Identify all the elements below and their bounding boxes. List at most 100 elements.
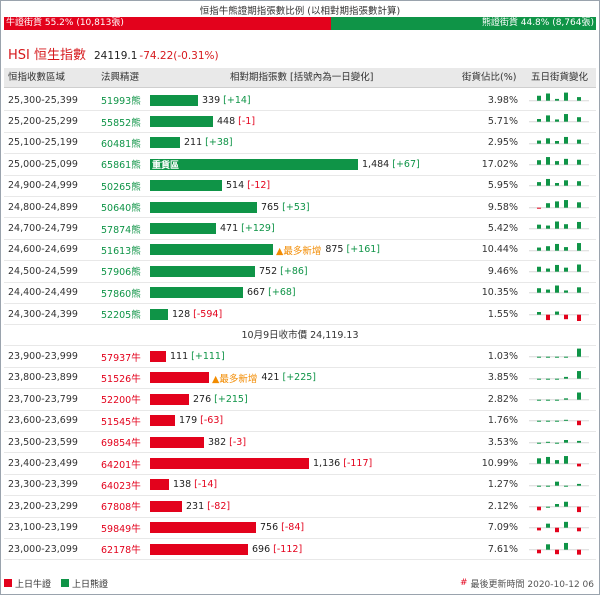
warrant-code-link[interactable]: 64201牛 bbox=[101, 459, 141, 471]
count-text: 1,484 [+67] bbox=[362, 159, 420, 170]
count-value: 752 bbox=[259, 265, 278, 277]
count-change: [+67] bbox=[392, 158, 420, 170]
count-value: 276 bbox=[193, 393, 212, 405]
sparkline-bar bbox=[564, 501, 568, 507]
range-cell: 23,900-23,999 bbox=[8, 351, 78, 363]
sparkline-bar bbox=[537, 442, 541, 444]
warrant-code-link[interactable]: 60481熊 bbox=[101, 138, 141, 150]
count-change: [+68] bbox=[268, 287, 296, 299]
sparkline-bar bbox=[537, 356, 541, 358]
five-day-sparkline bbox=[529, 199, 589, 209]
table-row: 23,500-23,599 69854牛 382 [-3] 3.53% bbox=[4, 432, 596, 454]
share-percent: 5.71% bbox=[487, 116, 518, 128]
share-percent: 3.53% bbox=[487, 436, 518, 448]
five-day-change-cell bbox=[527, 261, 593, 281]
count-bar-cell: 752 [+86] bbox=[150, 261, 308, 281]
share-percent: 10.99% bbox=[481, 458, 518, 470]
share-percent: 7.61% bbox=[487, 543, 518, 555]
five-day-sparkline bbox=[529, 420, 589, 426]
warrant-code-link[interactable]: 52200牛 bbox=[101, 395, 141, 407]
count-text: 448 [-1] bbox=[217, 116, 255, 127]
most-added-label: 最多新增 bbox=[283, 245, 322, 257]
five-day-sparkline bbox=[529, 242, 589, 251]
count-text: 128 [-594] bbox=[172, 309, 222, 320]
sparkline-bar bbox=[546, 156, 550, 165]
warrant-code-link[interactable]: 52205熊 bbox=[101, 310, 141, 322]
sparkline-bar bbox=[564, 199, 568, 208]
bear-ratio-segment: 熊證街貨 44.8% (8,764張) bbox=[330, 17, 596, 30]
share-percent: 1.27% bbox=[487, 479, 518, 491]
warrant-code-link[interactable]: 64023牛 bbox=[101, 480, 141, 492]
sparkline-bar bbox=[546, 115, 550, 122]
sparkline-bar bbox=[564, 420, 568, 422]
count-bar bbox=[150, 415, 175, 427]
sparkline-bar bbox=[577, 181, 581, 186]
warrant-code-link[interactable]: 57874熊 bbox=[101, 224, 141, 236]
count-text: 752 [+86] bbox=[259, 266, 308, 277]
sparkline-bar bbox=[537, 399, 541, 401]
count-bar-cell: 382 [-3] bbox=[150, 432, 246, 452]
count-value: 111 bbox=[170, 351, 189, 363]
count-bar-cell: 696 [-112] bbox=[150, 539, 302, 559]
count-change: [-112] bbox=[273, 543, 303, 555]
count-change: [-14] bbox=[194, 479, 218, 491]
warrant-code-link[interactable]: 57906熊 bbox=[101, 267, 141, 279]
range-cell: 23,100-23,199 bbox=[8, 522, 78, 534]
sparkline-bar bbox=[555, 201, 559, 208]
count-change: [+215] bbox=[214, 393, 248, 405]
count-text: 231 [-82] bbox=[186, 501, 230, 512]
warrant-code-link[interactable]: 59849牛 bbox=[101, 523, 141, 535]
close-price-divider: 10月9日收市價 24,119.13 bbox=[4, 325, 596, 347]
count-value: 1,136 bbox=[313, 458, 341, 470]
share-percent: 17.02% bbox=[481, 158, 518, 170]
warrant-code-link[interactable]: 50640熊 bbox=[101, 203, 141, 215]
warrant-code-link[interactable]: 57860熊 bbox=[101, 288, 141, 300]
warrant-code-link[interactable]: 67808牛 bbox=[101, 502, 141, 514]
count-bar-cell: 514 [-12] bbox=[150, 176, 270, 196]
warrant-code-link[interactable]: 69854牛 bbox=[101, 438, 141, 450]
count-change: [+225] bbox=[282, 372, 317, 384]
range-cell: 25,100-25,199 bbox=[8, 137, 78, 149]
warrant-code-link[interactable]: 55852熊 bbox=[101, 117, 141, 129]
sparkline-bar bbox=[546, 506, 550, 508]
warrant-code-link[interactable]: 51613熊 bbox=[101, 245, 141, 257]
count-value: 421 bbox=[261, 372, 280, 384]
sparkline-bar bbox=[555, 264, 559, 272]
count-bar-cell: 756 [-84] bbox=[150, 518, 304, 538]
sparkline-bar bbox=[546, 420, 550, 422]
sparkline-bar bbox=[546, 399, 550, 401]
legend: 上日牛證 上日熊證 bbox=[4, 576, 118, 590]
sparkline-bar bbox=[546, 137, 550, 144]
sparkline-bar bbox=[577, 202, 581, 208]
sparkline-bar bbox=[555, 311, 559, 315]
count-bar-cell: 179 [-63] bbox=[150, 411, 223, 431]
count-bar bbox=[150, 116, 213, 128]
sparkline-bar bbox=[577, 117, 581, 122]
table-row: 24,900-24,999 50265熊 514 [-12] 5.95% bbox=[4, 176, 596, 197]
five-day-sparkline bbox=[529, 522, 589, 533]
sparkline-bar bbox=[577, 483, 581, 486]
sparkline-bar bbox=[537, 420, 541, 422]
range-cell: 25,300-25,399 bbox=[8, 94, 78, 106]
sparkline-bar bbox=[564, 356, 568, 358]
warrant-code-link[interactable]: 57937牛 bbox=[101, 352, 141, 364]
warrant-code-link[interactable]: 50265熊 bbox=[101, 181, 141, 193]
count-change: [-12] bbox=[247, 180, 271, 192]
warrant-code-link[interactable]: 51993熊 bbox=[101, 96, 141, 108]
warrant-code-link[interactable]: 65861熊 bbox=[101, 160, 141, 172]
warrant-code-link[interactable]: 62178牛 bbox=[101, 545, 141, 557]
sparkline-bar bbox=[537, 140, 541, 144]
sparkline-bar bbox=[555, 221, 559, 229]
share-percent: 3.98% bbox=[487, 94, 518, 106]
table-row: 24,700-24,799 57874熊 471 [+129] 5.42% bbox=[4, 218, 596, 240]
warrant-code-link[interactable]: 51526牛 bbox=[101, 373, 141, 385]
legend-bear: 上日熊證 bbox=[61, 577, 108, 590]
sparkline-bar bbox=[537, 182, 541, 186]
warrant-code-link[interactable]: 51545牛 bbox=[101, 416, 141, 428]
share-percent: 7.09% bbox=[487, 522, 518, 534]
range-cell: 25,200-25,299 bbox=[8, 116, 78, 128]
count-value: 448 bbox=[217, 116, 236, 128]
count-value: 179 bbox=[179, 415, 198, 427]
five-day-sparkline bbox=[529, 92, 589, 101]
count-value: 339 bbox=[202, 94, 221, 106]
